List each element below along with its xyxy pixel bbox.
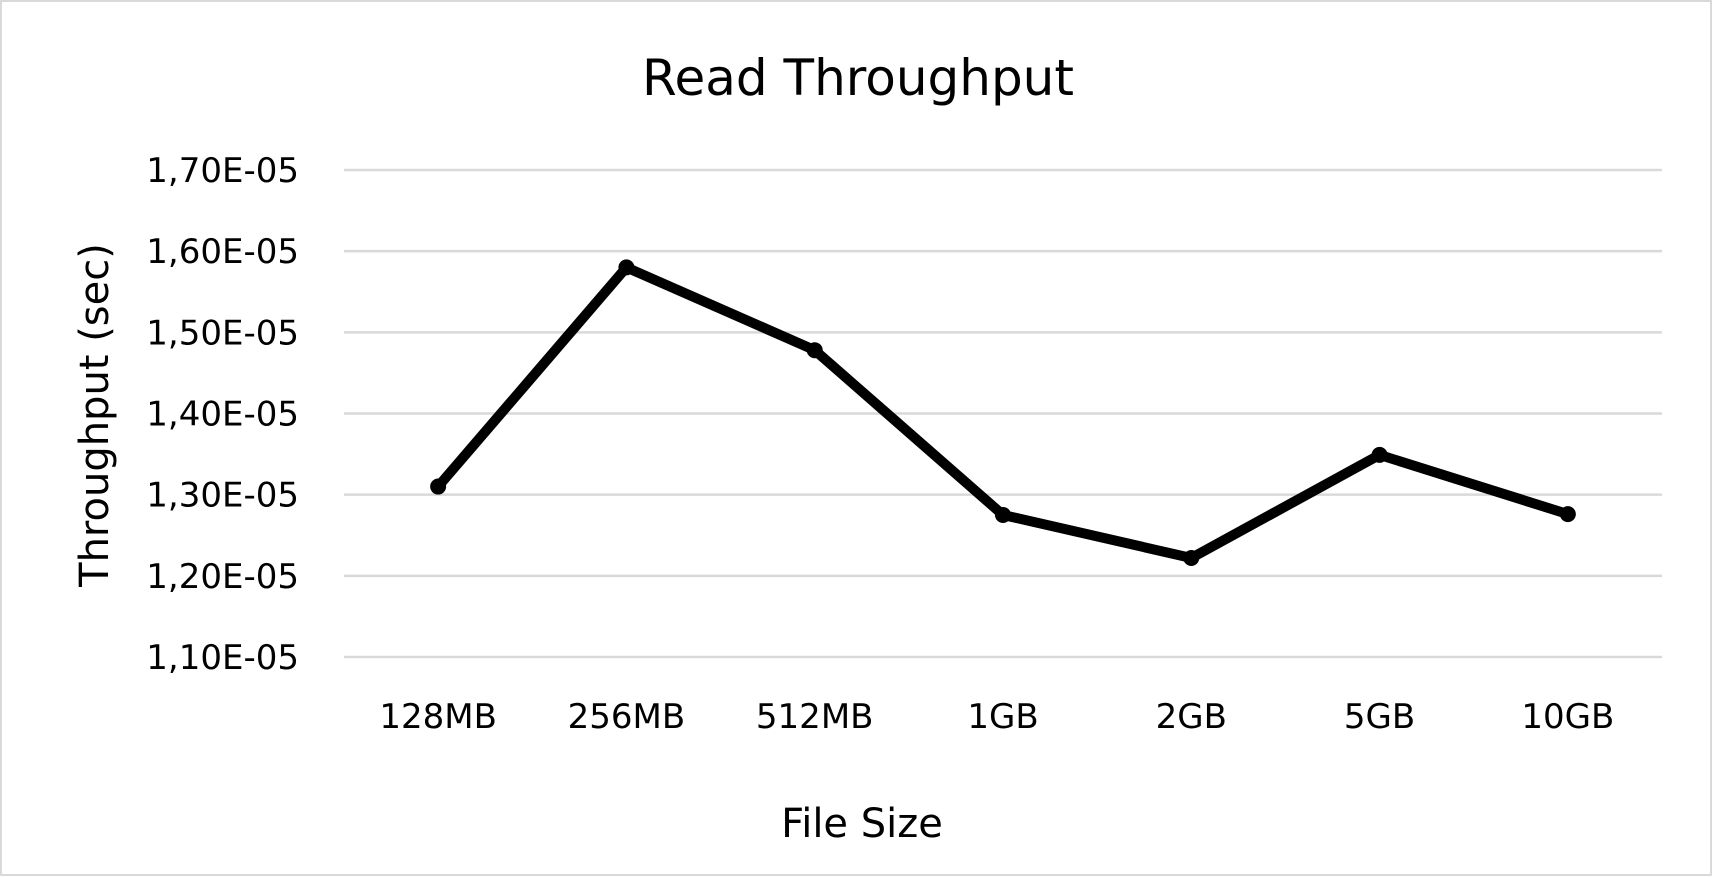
data-series [430, 259, 1576, 566]
chart-title: Read Throughput [642, 49, 1074, 107]
y-tick-label: 1,10E-05 [146, 638, 299, 678]
x-tick-label: 5GB [1344, 697, 1415, 737]
y-tick-label: 1,30E-05 [146, 476, 299, 516]
y-tick-label: 1,20E-05 [146, 557, 299, 597]
gridlines [344, 168, 1662, 659]
y-axis-title: Throughput (sec) [72, 243, 118, 588]
x-tick-label: 256MB [568, 697, 686, 737]
data-point-marker [806, 342, 823, 359]
x-tick-label: 2GB [1156, 697, 1227, 737]
data-point-marker [1371, 446, 1388, 463]
data-point-marker [995, 506, 1011, 523]
y-tick-label: 1,70E-05 [146, 151, 299, 191]
y-tick-label: 1,50E-05 [146, 313, 299, 353]
data-point-marker [618, 259, 635, 276]
x-axis-tick-labels: 128MB 256MB 512MB 1GB 2GB 5GB 10GB [379, 697, 1614, 737]
x-tick-label: 1GB [967, 697, 1038, 737]
y-tick-label: 1,60E-05 [146, 232, 299, 272]
x-tick-label: 128MB [379, 697, 497, 737]
y-tick-label: 1,40E-05 [146, 395, 299, 435]
data-point-marker [1183, 549, 1200, 566]
data-point-marker [430, 478, 447, 495]
x-tick-label: 10GB [1521, 697, 1614, 737]
x-axis-title: File Size [781, 801, 943, 847]
y-axis-tick-labels: 1,10E-05 1,20E-05 1,30E-05 1,40E-05 1,50E-05… [146, 151, 299, 678]
data-point-marker [1559, 506, 1576, 523]
x-tick-label: 512MB [756, 697, 874, 737]
